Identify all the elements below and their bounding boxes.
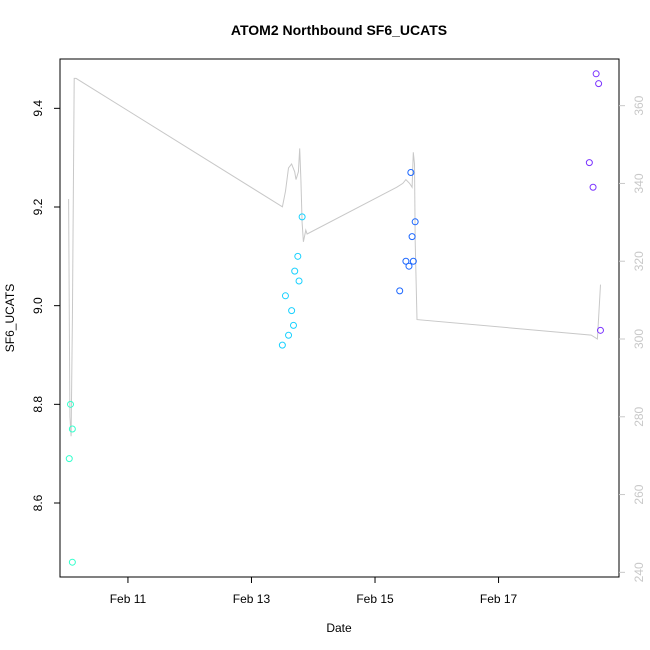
x-tick-label: Feb 17 [480, 592, 518, 606]
y2-tick-label: 300 [632, 329, 646, 349]
y-tick-label: 9.2 [31, 198, 45, 215]
x-tick-label: Feb 15 [356, 592, 394, 606]
data-point [585, 159, 593, 167]
data-point [281, 292, 289, 300]
data-point [285, 331, 293, 339]
y2-tick-label: 240 [632, 562, 646, 582]
data-point [291, 267, 299, 275]
data-point [65, 455, 73, 463]
data-point [596, 326, 604, 334]
data-point [294, 252, 302, 260]
x-tick-label: Feb 13 [233, 592, 271, 606]
data-point [298, 213, 306, 221]
data-point [405, 262, 413, 270]
data-point [288, 307, 296, 315]
plot-area: 8.6 8.8 9.0 9.2 9.4 240 260 280 300 320 340 360 Feb … [31, 58, 646, 606]
y-tick-label: 9.4 [31, 100, 45, 117]
data-point [289, 321, 297, 329]
data-point [592, 70, 600, 78]
y2-tick-label: 320 [632, 251, 646, 271]
y2-tick-label: 360 [632, 95, 646, 115]
data-point [409, 257, 417, 265]
y-axis-label: SF6_UCATS [3, 284, 17, 352]
y2-tick-label: 260 [632, 484, 646, 504]
y2-tick-label: 340 [632, 173, 646, 193]
data-point [589, 183, 597, 191]
data-point [396, 287, 404, 295]
y-tick-label: 8.6 [31, 494, 45, 511]
data-point [68, 425, 76, 433]
y2-tick-label: 280 [632, 406, 646, 426]
data-point [278, 341, 286, 349]
data-point [411, 218, 419, 226]
data-point [67, 400, 75, 408]
data-point [595, 80, 603, 88]
y-tick-label: 8.8 [31, 396, 45, 413]
data-point [407, 168, 415, 176]
data-point [402, 257, 410, 265]
data-point [68, 558, 76, 566]
data-point [295, 277, 303, 285]
chart-title: ATOM2 Northbound SF6_UCATS [231, 22, 447, 38]
data-point [408, 233, 416, 241]
x-tick-label: Feb 11 [110, 592, 147, 606]
plot-frame [59, 58, 620, 578]
secondary-series-line [68, 77, 601, 437]
y-tick-label: 9.0 [31, 297, 45, 314]
x-axis-label: Date [326, 621, 352, 635]
